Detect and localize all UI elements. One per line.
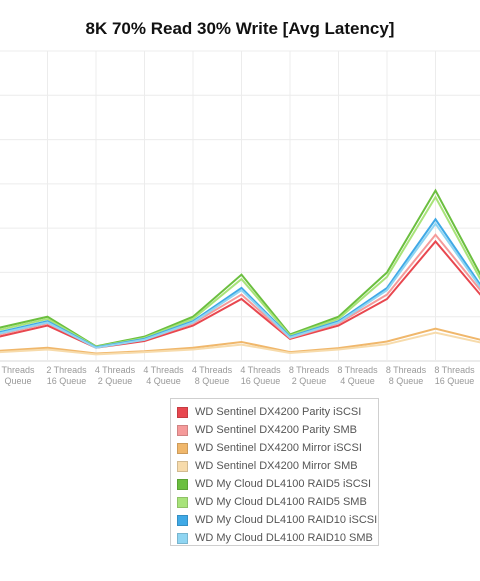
- legend-label: WD My Cloud DL4100 RAID5 iSCSI: [195, 478, 372, 490]
- x-tick-label: 2 Threads 16 Queue: [46, 365, 87, 386]
- legend-label: WD Sentinel DX4200 Mirror SMB: [195, 460, 358, 472]
- legend-swatch: [177, 514, 188, 526]
- legend-swatch: [177, 406, 188, 418]
- line-chart: Threads Queue 2 Threads 16 Queue 4 Threads 2 …: [0, 50, 480, 386]
- legend-item[interactable]: WD My Cloud DL4100 RAID5 iSCSI: [175, 475, 378, 493]
- x-tick-label: 4 Threads 4 Queue: [143, 365, 184, 386]
- legend-swatch: [177, 460, 188, 472]
- legend-item[interactable]: WD My Cloud DL4100 RAID10 SMB: [175, 529, 378, 547]
- x-tick-label: 8 Threads 16 Queue: [434, 365, 475, 386]
- legend-label: WD My Cloud DL4100 RAID10 SMB: [195, 532, 373, 544]
- legend-label: WD Sentinel DX4200 Parity iSCSI: [195, 406, 362, 418]
- legend-item[interactable]: WD My Cloud DL4100 RAID5 SMB: [175, 493, 378, 511]
- legend-label: WD Sentinel DX4200 Mirror iSCSI: [195, 442, 362, 454]
- x-tick-label: 4 Threads 16 Queue: [240, 365, 281, 386]
- x-tick-label: 4 Threads 2 Queue: [95, 365, 136, 386]
- legend: WD Sentinel DX4200 Parity iSCSI WD Sentin…: [170, 398, 379, 546]
- x-tick-label: 8 Threads 8 Queue: [386, 365, 427, 386]
- x-tick-label: 4 Threads 8 Queue: [192, 365, 233, 386]
- legend-swatch: [177, 532, 188, 544]
- legend-swatch: [177, 496, 188, 508]
- legend-label: WD My Cloud DL4100 RAID10 iSCSI: [195, 514, 378, 526]
- legend-swatch: [177, 442, 188, 454]
- legend-swatch: [177, 424, 188, 436]
- series-line-7: [0, 222, 480, 349]
- x-tick-label: Threads Queue: [1, 365, 35, 386]
- x-axis-ticks: Threads Queue 2 Threads 16 Queue 4 Threads 2 …: [1, 365, 475, 386]
- chart-title: 8K 70% Read 30% Write [Avg Latency]: [85, 19, 395, 38]
- legend-item[interactable]: WD Sentinel DX4200 Mirror iSCSI: [175, 439, 378, 457]
- series-lines: [0, 188, 480, 356]
- x-tick-label: 8 Threads 4 Queue: [337, 365, 378, 386]
- legend-item[interactable]: WD My Cloud DL4100 RAID10 iSCSI: [175, 511, 378, 529]
- legend-item[interactable]: WD Sentinel DX4200 Parity iSCSI: [175, 403, 378, 421]
- legend-item[interactable]: WD Sentinel DX4200 Parity SMB: [175, 421, 378, 439]
- series-line-2: [0, 327, 480, 355]
- legend-label: WD My Cloud DL4100 RAID5 SMB: [195, 496, 367, 508]
- grid-lines: [0, 50, 480, 362]
- series-line-3: [0, 331, 480, 356]
- legend-label: WD Sentinel DX4200 Parity SMB: [195, 424, 358, 436]
- legend-swatch: [177, 478, 188, 490]
- legend-item[interactable]: WD Sentinel DX4200 Mirror SMB: [175, 457, 378, 475]
- x-tick-label: 8 Threads 2 Queue: [289, 365, 330, 386]
